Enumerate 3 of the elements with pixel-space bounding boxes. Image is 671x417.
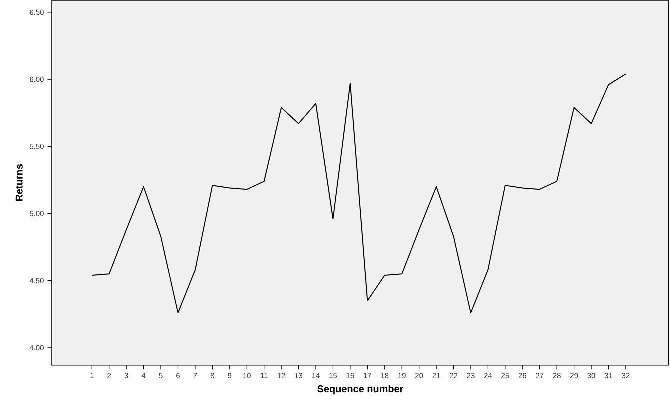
y-axis-title: Returns [16,164,23,201]
line-series [92,74,626,314]
x-axis-title: Sequence number [318,385,404,394]
